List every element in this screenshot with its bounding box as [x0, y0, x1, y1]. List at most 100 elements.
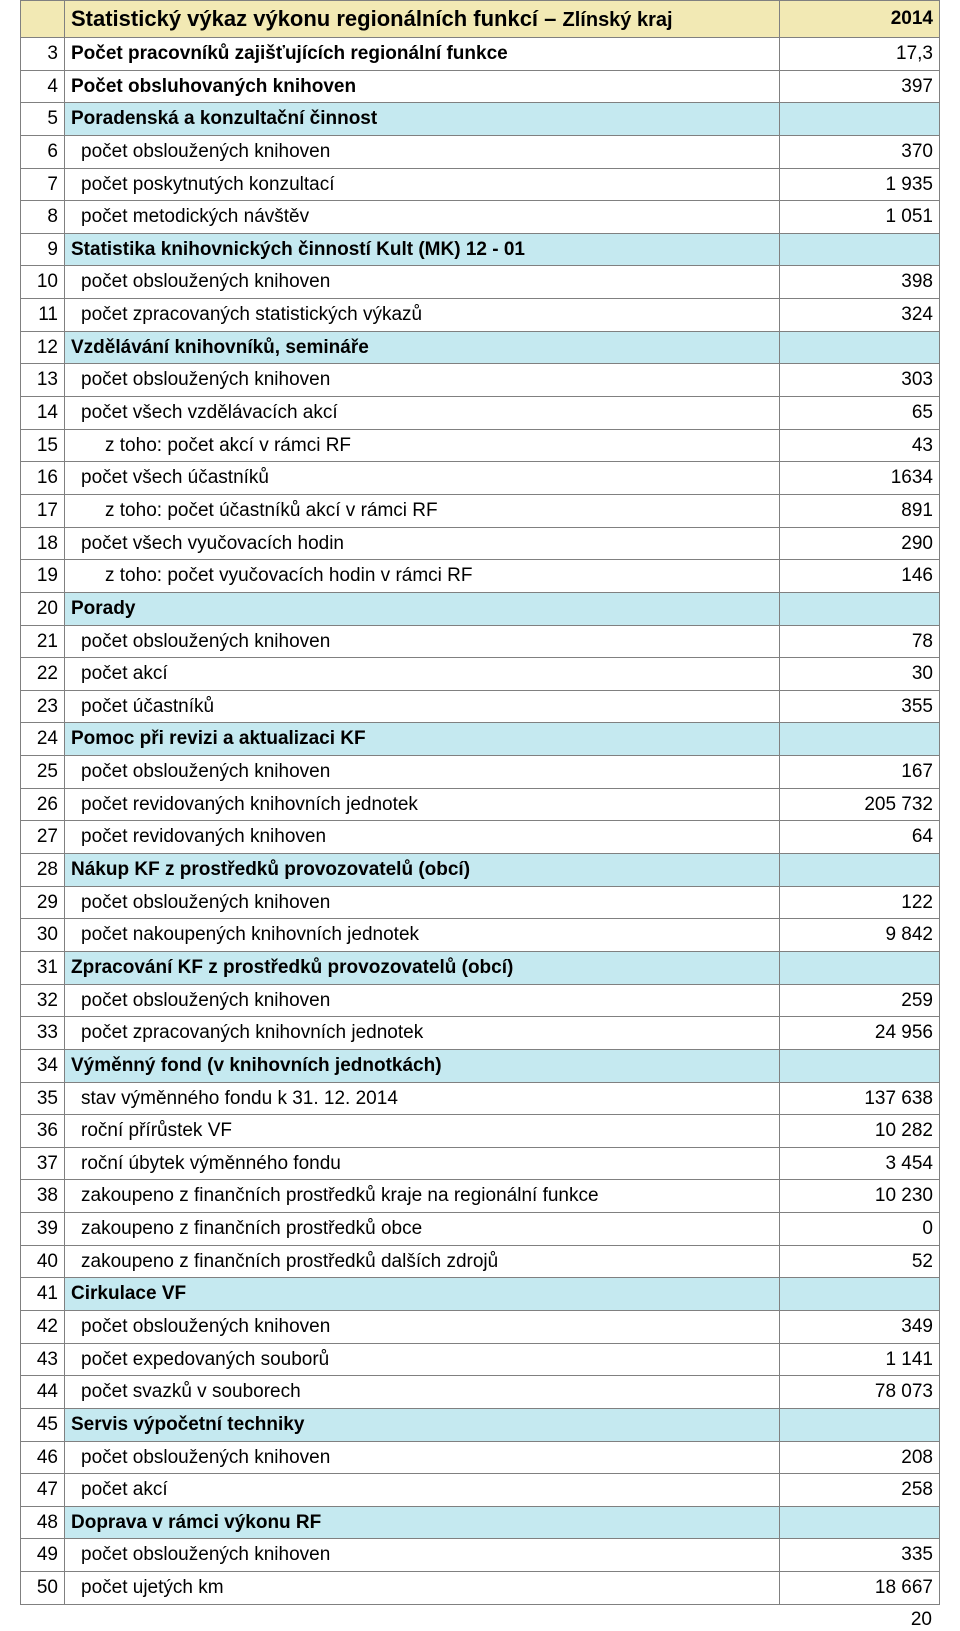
table-row: 10počet obsloužených knihoven398 [21, 266, 940, 299]
table-row: 39zakoupeno z finančních prostředků obce… [21, 1213, 940, 1246]
table-row: 14počet všech vzdělávacích akcí65 [21, 397, 940, 430]
row-value-cell: 65 [780, 397, 940, 430]
row-label-cell: počet obsloužených knihoven [65, 1539, 780, 1572]
header-title-cell: Statistický výkaz výkonu regionálních fu… [65, 1, 780, 38]
table-row: 47počet akcí258 [21, 1474, 940, 1507]
row-label-cell: počet akcí [65, 1474, 780, 1507]
row-value-cell: 146 [780, 560, 940, 593]
table-row: 12Vzdělávání knihovníků, semináře [21, 331, 940, 364]
row-number-cell: 20 [21, 592, 65, 625]
row-label-cell: zakoupeno z finančních prostředků kraje … [65, 1180, 780, 1213]
document-page: Statistický výkaz výkonu regionálních fu… [0, 0, 960, 1631]
table-row: 3Počet pracovníků zajišťujících regionál… [21, 38, 940, 71]
table-row: 41Cirkulace VF [21, 1278, 940, 1311]
table-row: 32počet obsloužených knihoven259 [21, 984, 940, 1017]
row-value-cell: 78 073 [780, 1376, 940, 1409]
table-row: 34Výměnný fond (v knihovních jednotkách) [21, 1049, 940, 1082]
row-number-cell: 24 [21, 723, 65, 756]
table-row: 23počet účastníků355 [21, 690, 940, 723]
row-number-cell: 50 [21, 1572, 65, 1605]
row-label-cell: počet obsloužených knihoven [65, 1441, 780, 1474]
row-label-cell: počet obsloužených knihoven [65, 135, 780, 168]
table-row: 25počet obsloužených knihoven167 [21, 756, 940, 789]
row-value-cell: 122 [780, 886, 940, 919]
row-label-cell: počet všech vzdělávacích akcí [65, 397, 780, 430]
row-number-cell: 22 [21, 658, 65, 691]
row-value-cell: 17,3 [780, 38, 940, 71]
row-value-cell: 30 [780, 658, 940, 691]
row-label-cell: Statistika knihovnických činností Kult (… [65, 233, 780, 266]
table-row: 5Poradenská a konzultační činnost [21, 103, 940, 136]
row-number-cell: 33 [21, 1017, 65, 1050]
header-title-main: Statistický výkaz výkonu regionálních fu… [71, 6, 563, 31]
row-value-cell: 355 [780, 690, 940, 723]
table-row: 40zakoupeno z finančních prostředků dalš… [21, 1245, 940, 1278]
row-number-cell: 8 [21, 201, 65, 234]
row-number-cell: 7 [21, 168, 65, 201]
row-value-cell: 335 [780, 1539, 940, 1572]
row-value-cell [780, 854, 940, 887]
row-number-cell: 39 [21, 1213, 65, 1246]
row-value-cell [780, 951, 940, 984]
table-row: 35stav výměnného fondu k 31. 12. 2014137… [21, 1082, 940, 1115]
row-value-cell: 64 [780, 821, 940, 854]
row-number-cell: 41 [21, 1278, 65, 1311]
row-value-cell: 52 [780, 1245, 940, 1278]
header-title-sub: Zlínský kraj [563, 9, 673, 31]
row-number-cell: 46 [21, 1441, 65, 1474]
header-year-cell: 2014 [780, 1, 940, 38]
row-number-cell: 19 [21, 560, 65, 593]
row-label-cell: Zpracování KF z prostředků provozovatelů… [65, 951, 780, 984]
row-label-cell: počet zpracovaných statistických výkazů [65, 299, 780, 332]
table-row: 19z toho: počet vyučovacích hodin v rámc… [21, 560, 940, 593]
row-value-cell [780, 1278, 940, 1311]
row-number-cell: 25 [21, 756, 65, 789]
row-number-cell: 13 [21, 364, 65, 397]
row-number-cell: 3 [21, 38, 65, 71]
row-label-cell: Počet pracovníků zajišťujících regionáln… [65, 38, 780, 71]
row-label-cell: Servis výpočetní techniky [65, 1408, 780, 1441]
row-value-cell: 167 [780, 756, 940, 789]
row-value-cell [780, 1506, 940, 1539]
report-table: Statistický výkaz výkonu regionálních fu… [20, 0, 940, 1605]
row-number-cell: 30 [21, 919, 65, 952]
table-row: 13počet obsloužených knihoven303 [21, 364, 940, 397]
table-row: 37roční úbytek výměnného fondu3 454 [21, 1147, 940, 1180]
row-number-cell: 17 [21, 494, 65, 527]
row-label-cell: z toho: počet akcí v rámci RF [65, 429, 780, 462]
row-number-cell: 26 [21, 788, 65, 821]
row-number-cell: 35 [21, 1082, 65, 1115]
table-row: 36roční přírůstek VF10 282 [21, 1115, 940, 1148]
table-row: 42počet obsloužených knihoven349 [21, 1310, 940, 1343]
row-label-cell: Výměnný fond (v knihovních jednotkách) [65, 1049, 780, 1082]
table-row: 49počet obsloužených knihoven335 [21, 1539, 940, 1572]
row-number-cell: 37 [21, 1147, 65, 1180]
table-row: 50počet ujetých km18 667 [21, 1572, 940, 1605]
row-label-cell: zakoupeno z finančních prostředků dalšíc… [65, 1245, 780, 1278]
row-label-cell: z toho: počet vyučovacích hodin v rámci … [65, 560, 780, 593]
row-label-cell: počet ujetých km [65, 1572, 780, 1605]
row-value-cell [780, 233, 940, 266]
table-row: 48Doprava v rámci výkonu RF [21, 1506, 940, 1539]
row-number-cell: 29 [21, 886, 65, 919]
row-value-cell [780, 331, 940, 364]
row-label-cell: stav výměnného fondu k 31. 12. 2014 [65, 1082, 780, 1115]
row-label-cell: Porady [65, 592, 780, 625]
row-label-cell: Cirkulace VF [65, 1278, 780, 1311]
row-value-cell: 303 [780, 364, 940, 397]
table-header-row: Statistický výkaz výkonu regionálních fu… [21, 1, 940, 38]
row-number-cell: 4 [21, 70, 65, 103]
row-value-cell [780, 1049, 940, 1082]
row-label-cell: Pomoc při revizi a aktualizaci KF [65, 723, 780, 756]
row-label-cell: počet obsloužených knihoven [65, 984, 780, 1017]
row-number-cell: 43 [21, 1343, 65, 1376]
row-number-cell: 31 [21, 951, 65, 984]
row-value-cell: 18 667 [780, 1572, 940, 1605]
row-number-cell: 28 [21, 854, 65, 887]
row-value-cell: 349 [780, 1310, 940, 1343]
table-row: 33počet zpracovaných knihovních jednotek… [21, 1017, 940, 1050]
table-row: 20Porady [21, 592, 940, 625]
row-label-cell: Nákup KF z prostředků provozovatelů (obc… [65, 854, 780, 887]
row-label-cell: počet revidovaných knihoven [65, 821, 780, 854]
row-value-cell: 290 [780, 527, 940, 560]
